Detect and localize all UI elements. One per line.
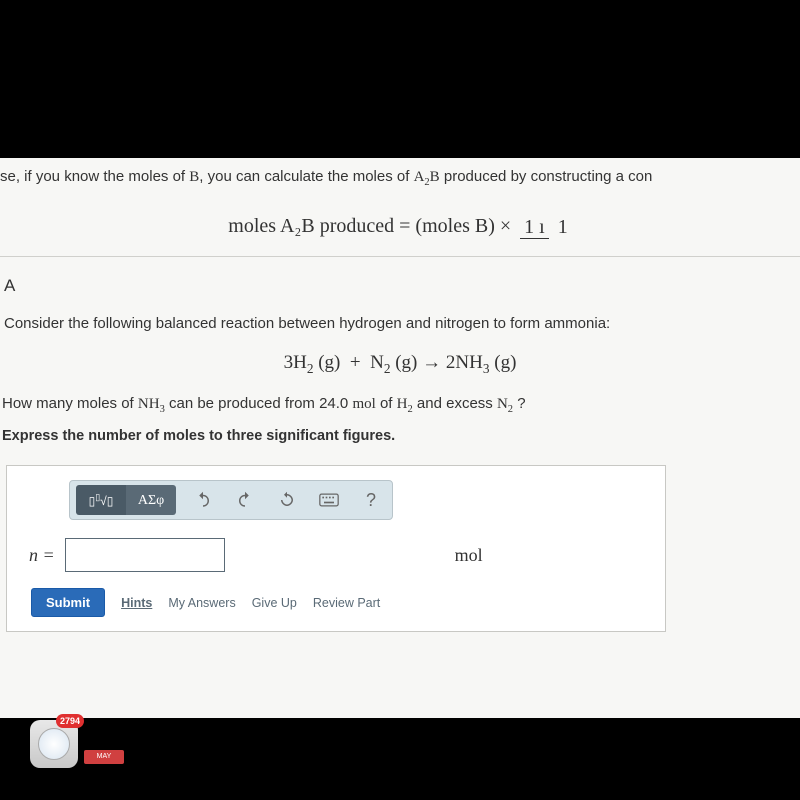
prompt-end: ? [513,395,526,412]
template-button[interactable]: ▯▯√▯ [76,485,126,515]
part-label: A [0,267,800,309]
action-row: Submit Hints My Answers Give Up Review P… [31,588,647,617]
intro-formula: moles A₂B produced = (moles B) × 1 ı 1 [0,203,800,256]
answer-input[interactable] [65,538,225,572]
content-area: se, if you know the moles of B, you can … [0,158,800,632]
intro-text: se, if you know the moles of B, you can … [0,166,800,203]
section-divider [0,256,800,257]
redo-button[interactable] [230,486,260,514]
times: × [500,215,516,237]
variable-label: n = [29,542,55,569]
chemical-equation: 3H2 (g) + N2 (g) → 2NH3 (g) [0,345,800,391]
prompt-mid2: and excess [413,395,497,412]
fraction: 1 ı 1 [520,212,572,242]
question-prompt: How many moles of NH3 can be produced fr… [0,391,800,424]
toolbar-group-templates: ▯▯√▯ ΑΣφ [76,485,176,515]
notification-badge: 2794 [56,714,84,728]
macos-dock: 2794 MAY [30,720,124,768]
formula-lhs: moles A₂B produced [228,215,394,237]
screen-area: se, if you know the moles of B, you can … [0,158,800,718]
prompt-pre: How many moles of [2,395,138,412]
my-answers-link[interactable]: My Answers [168,594,235,613]
formula-rhs: (moles B) [415,215,494,237]
unit-label: mol [455,542,483,569]
frac-denominator: 1 [554,216,572,238]
give-up-link[interactable]: Give Up [252,594,297,613]
answer-box: ▯▯√▯ ΑΣφ ? n = [6,465,666,632]
greek-button[interactable]: ΑΣφ [126,485,176,515]
equals: = [399,215,415,237]
prompt-of: of [376,395,397,412]
frac-numerator: 1 ı [520,216,549,239]
redo-icon [236,491,254,509]
undo-button[interactable] [188,486,218,514]
question-intro: Consider the following balanced reaction… [0,309,800,346]
reset-button[interactable] [272,486,302,514]
answer-row: n = mol [25,538,647,572]
submit-button[interactable]: Submit [31,588,105,617]
hints-link[interactable]: Hints [121,594,152,613]
instruction: Express the number of moles to three sig… [0,424,800,460]
template-icon: ▯▯√▯ [89,491,114,510]
safari-icon[interactable]: 2794 [30,720,78,768]
undo-icon [194,491,212,509]
equation-toolbar: ▯▯√▯ ΑΣφ ? [69,480,393,520]
reset-icon [278,491,296,509]
keyboard-button[interactable] [314,486,344,514]
help-button[interactable]: ? [356,486,386,514]
intro-fragment: se, if you know the moles of B, you can … [0,168,652,185]
keyboard-icon [319,493,339,507]
review-part-link[interactable]: Review Part [313,594,380,613]
calendar-icon[interactable]: MAY [84,750,124,764]
prompt-mid: can be produced from 24.0 [165,395,353,412]
